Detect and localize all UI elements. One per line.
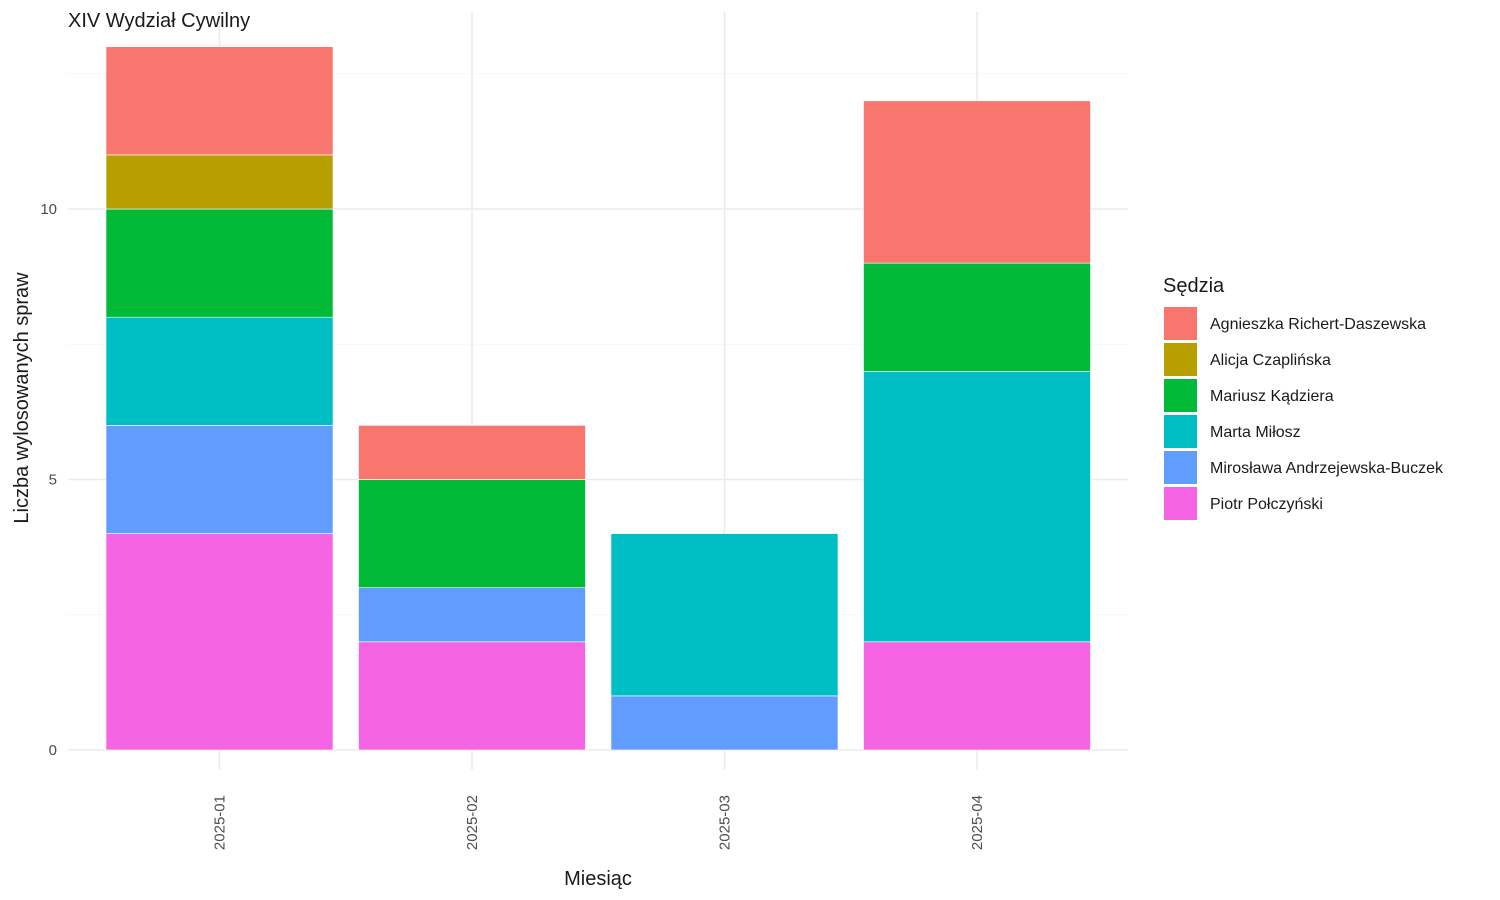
bar-segment: 2025-04 — Piotr Połczyński: 2	[863, 641, 1091, 751]
bar-segment: 2025-02 — Mariusz Kądziera: 2	[358, 479, 586, 588]
y-tick-label: 10	[40, 201, 57, 218]
x-tick-label: 2025-04	[969, 795, 986, 850]
legend-label: Piotr Połczyński	[1210, 496, 1323, 513]
bar-segment: 2025-01 — Mariusz Kądziera: 2	[105, 208, 334, 318]
legend-label: Marta Miłosz	[1210, 424, 1301, 441]
legend-swatch	[1164, 487, 1197, 520]
legend-swatch	[1164, 307, 1197, 340]
bar-segment: 2025-02 — Mirosława Andrzejewska-Buczek:…	[358, 587, 586, 643]
bar-segment: 2025-04 — Agnieszka Richert-Daszewska: 3	[863, 100, 1091, 264]
bar-segment: 2025-01 — Agnieszka Richert-Daszewska: 2	[105, 46, 334, 156]
x-tick-label: 2025-03	[717, 795, 734, 850]
chart-title: XIV Wydział Cywilny	[68, 10, 250, 32]
bar-segment: 2025-03 — Marta Miłosz: 3	[610, 533, 839, 697]
bar-segment: 2025-02 — Piotr Połczyński: 2	[358, 641, 586, 751]
legend-swatch	[1164, 415, 1197, 448]
bar-segment: 2025-01 — Marta Miłosz: 2	[105, 316, 334, 426]
legend-label: Mirosława Andrzejewska-Buczek	[1210, 460, 1444, 477]
legend-label: Agnieszka Richert-Daszewska	[1210, 316, 1426, 333]
legend: Sędzia Agnieszka Richert-Daszewska Alicja…	[1163, 275, 1444, 520]
x-tick-label: 2025-01	[212, 795, 229, 850]
bars: 2025-01 — Piotr Połczyński: 42025-01 — M…	[105, 46, 1091, 751]
bar-segment: 2025-04 — Marta Miłosz: 5	[863, 370, 1091, 643]
x-tick-label: 2025-02	[464, 795, 481, 850]
bar-segment: 2025-01 — Mirosława Andrzejewska-Buczek:…	[105, 425, 334, 534]
y-axis-ticks: 0 5 10	[40, 201, 57, 759]
y-axis-title: Liczba wylosowanych spraw	[11, 272, 33, 524]
y-tick-label: 5	[49, 472, 57, 489]
bar-segment: 2025-04 — Mariusz Kądziera: 2	[863, 262, 1091, 372]
legend-swatch	[1164, 379, 1197, 412]
legend-label: Alicja Czaplińska	[1210, 352, 1331, 369]
legend-title: Sędzia	[1163, 275, 1225, 297]
bar-segment: 2025-03 — Mirosława Andrzejewska-Buczek:…	[610, 695, 839, 751]
legend-swatch	[1164, 451, 1197, 484]
bar-segment: 2025-01 — Alicja Czaplińska: 1	[105, 154, 334, 210]
y-tick-label: 0	[49, 742, 57, 759]
x-axis-title: Miesiąc	[564, 868, 632, 890]
bar-segment: 2025-02 — Agnieszka Richert-Daszewska: 1	[358, 425, 586, 480]
legend-label: Mariusz Kądziera	[1210, 388, 1334, 405]
legend-swatch	[1164, 343, 1197, 376]
x-axis-ticks: 2025-01 2025-02 2025-03 2025-04	[212, 795, 987, 850]
bar-segment: 2025-01 — Piotr Połczyński: 4	[105, 533, 334, 751]
